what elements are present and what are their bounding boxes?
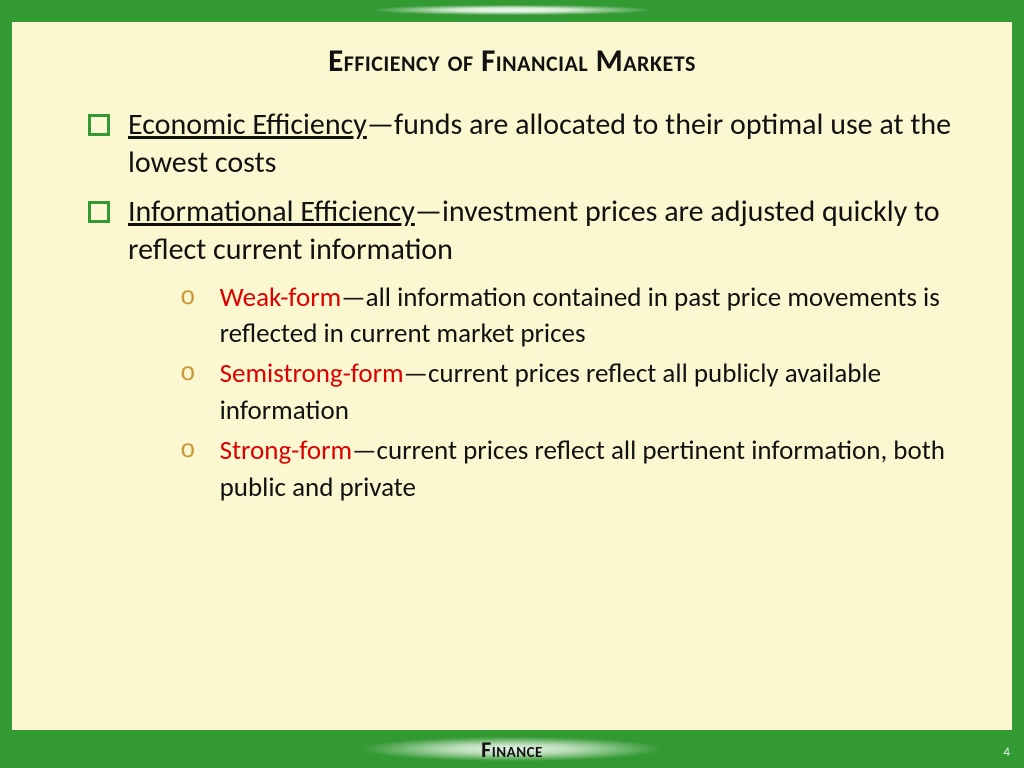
bullet-item: Informational Efficiency—investment pric… [88, 193, 984, 270]
content-area: Efficiency of Financial Markets Economic… [12, 22, 1012, 730]
sub-bullet-text: Strong-form—current prices reflect all p… [220, 433, 984, 506]
sub-term: Weak-form [220, 281, 342, 314]
sub-bullet-text: Semistrong-form—current prices reflect a… [220, 356, 984, 429]
bullet-term: Informational Efficiency [128, 193, 415, 230]
slide-title: Efficiency of Financial Markets [40, 42, 984, 80]
sub-bullet-text: Weak-form—all information contained in p… [220, 280, 984, 353]
circle-bullet-icon: o [180, 282, 196, 312]
sub-bullet-item: o Semistrong-form—current prices reflect… [180, 356, 984, 429]
bullet-item: Economic Efficiency—funds are allocated … [88, 106, 984, 183]
top-accent-bar [0, 0, 1024, 22]
square-bullet-icon [88, 114, 110, 136]
sub-bullet-item: o Strong-form—current prices reflect all… [180, 433, 984, 506]
bullet-text: Informational Efficiency—investment pric… [128, 193, 984, 270]
sub-bullet-item: o Weak-form—all information contained in… [180, 280, 984, 353]
sub-term: Strong-form [220, 434, 352, 467]
slide-frame: Efficiency of Financial Markets Economic… [0, 0, 1024, 768]
bullet-text: Economic Efficiency—funds are allocated … [128, 106, 984, 183]
circle-bullet-icon: o [180, 358, 196, 388]
bullet-term: Economic Efficiency [128, 106, 367, 143]
bottom-bar: Finance 4 [0, 730, 1024, 768]
sub-term: Semistrong-form [220, 357, 404, 390]
footer-label: Finance [481, 736, 543, 763]
square-bullet-icon [88, 201, 110, 223]
circle-bullet-icon: o [180, 435, 196, 465]
page-number: 4 [1003, 745, 1010, 760]
